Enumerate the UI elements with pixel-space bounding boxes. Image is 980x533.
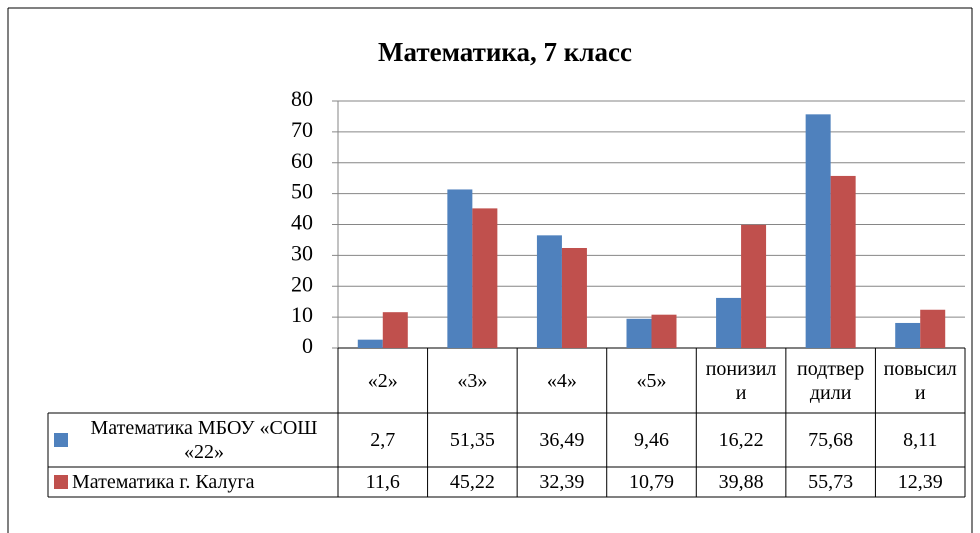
x-tick-label: «2» xyxy=(367,369,398,392)
table-value: 12,39 xyxy=(897,471,943,493)
legend-key xyxy=(54,475,68,489)
chart-title: Математика, 7 класс xyxy=(378,37,632,67)
x-tick-label: «3» xyxy=(457,369,488,392)
x-tick-label: понизили xyxy=(705,357,777,404)
y-tick-label: 20 xyxy=(291,271,313,296)
y-tick-label: 0 xyxy=(302,333,313,358)
bar xyxy=(895,322,921,348)
table-value: 16,22 xyxy=(718,429,764,451)
bar xyxy=(651,314,677,348)
y-tick-label: 60 xyxy=(291,148,313,173)
table-value: 39,88 xyxy=(718,471,764,493)
bar xyxy=(536,235,562,348)
bar xyxy=(741,224,767,348)
y-tick-label: 80 xyxy=(291,86,313,111)
table-value: 9,46 xyxy=(633,429,669,451)
bar xyxy=(716,297,742,348)
x-tick-label: повысили xyxy=(883,357,957,404)
bar xyxy=(472,208,498,348)
table-value: 11,6 xyxy=(365,471,400,493)
legend-entry: Математика МБОУ «СОШ «22» xyxy=(54,413,336,467)
y-tick-label: 40 xyxy=(291,210,313,235)
table-value: 45,22 xyxy=(449,471,495,493)
table-value: 36,49 xyxy=(539,429,585,451)
legend-label: Математика г. Калуга xyxy=(72,471,255,493)
legend-key xyxy=(54,433,68,447)
table-value: 75,68 xyxy=(808,429,854,451)
y-tick-label: 70 xyxy=(291,117,313,142)
table-value: 55,73 xyxy=(808,471,854,493)
table-value: 32,39 xyxy=(539,471,585,493)
bar xyxy=(805,114,831,348)
bar xyxy=(561,247,587,348)
bar xyxy=(382,312,408,348)
x-tick-label: «5» xyxy=(636,369,667,392)
x-tick-label: подтвердили xyxy=(797,357,865,404)
y-tick-label: 50 xyxy=(291,179,313,204)
legend-label: Математика МБОУ «СОШ «22» xyxy=(90,417,318,463)
y-tick-label: 30 xyxy=(291,240,313,265)
table-value: 8,11 xyxy=(903,429,938,451)
x-tick-label: «4» xyxy=(546,369,577,392)
y-tick-label: 10 xyxy=(291,302,313,327)
table-value: 2,7 xyxy=(370,429,396,451)
bar xyxy=(447,189,473,348)
bar xyxy=(920,309,946,348)
table-value: 51,35 xyxy=(449,429,495,451)
bar xyxy=(830,175,856,348)
legend-entry: Математика г. Калуга xyxy=(54,467,336,497)
bar xyxy=(626,318,652,348)
table-value: 10,79 xyxy=(628,471,674,493)
bar xyxy=(357,339,383,348)
